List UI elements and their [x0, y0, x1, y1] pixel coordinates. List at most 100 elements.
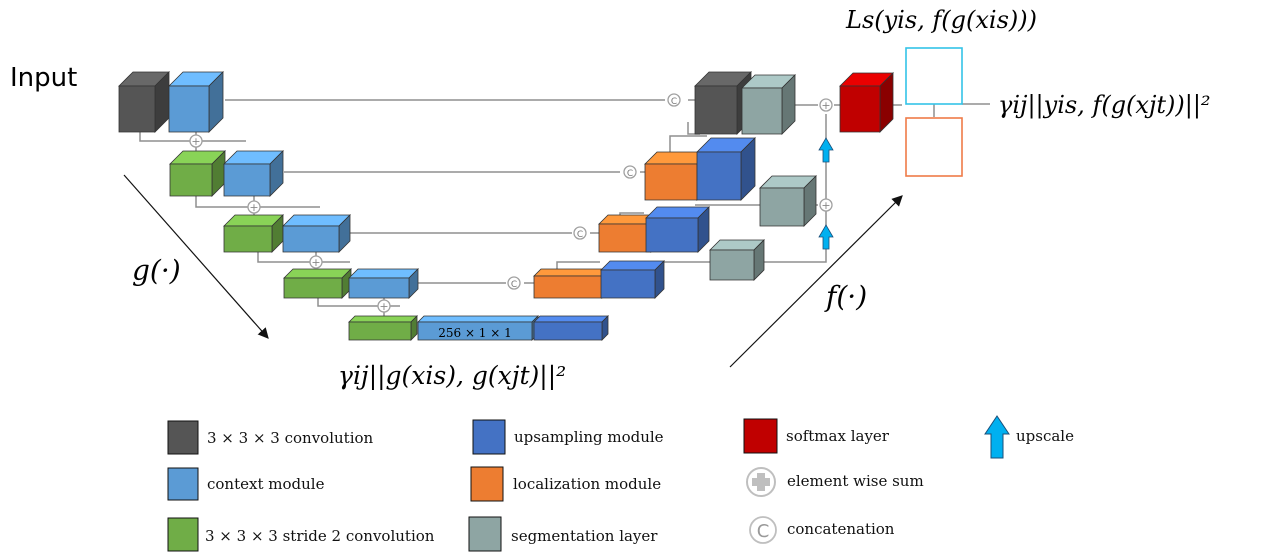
up-arrow-icon: [984, 415, 1010, 459]
sum-icon: +: [309, 255, 323, 269]
input-label: Input: [10, 63, 77, 93]
legend-label-stride: 3 × 3 × 3 stride 2 convolution: [205, 527, 435, 545]
context-block-3-top: [282, 214, 351, 227]
svg-text:+: +: [821, 199, 830, 212]
bottleneck-context-block-top: [417, 315, 539, 323]
input-conv-block-front: [118, 85, 156, 133]
concat-icon: C: [623, 165, 637, 179]
svg-text:C: C: [627, 169, 633, 179]
segmentation-block-2-front: [709, 249, 755, 281]
context-block-3-front: [282, 225, 340, 253]
localization-block-1-top: [533, 268, 610, 277]
softmax-swatch-icon: [743, 418, 778, 454]
upsampling-block-2: [600, 260, 665, 299]
conv-swatch-icon: [167, 420, 199, 455]
upsampling-block-1-front: [533, 321, 603, 341]
legend: 3 × 3 × 3 convolution context module 3 ×…: [167, 415, 1074, 552]
svg-text:+: +: [379, 300, 388, 313]
context-block-2-front: [223, 163, 271, 197]
localization-block-2-front: [598, 223, 652, 253]
upsampling-swatch-icon: [472, 419, 506, 455]
softmax-block-front: [839, 85, 881, 133]
concat-icon: C: [573, 226, 587, 240]
encoder-arrow: [123, 174, 269, 339]
upsampling-block-3-front: [645, 217, 699, 253]
upscale-icon: [818, 224, 834, 250]
stride-conv-block-1-front: [169, 163, 213, 197]
legend-label-context: context module: [207, 475, 325, 493]
output-source-box: [905, 47, 963, 105]
svg-text:C: C: [577, 230, 583, 240]
stride-conv-block-4-top: [348, 315, 418, 323]
upsampling-block-4: [696, 137, 756, 201]
encoder-function-label: g(·): [132, 254, 181, 287]
segmentation-block-2: [709, 239, 765, 281]
legend-label-segmentation: segmentation layer: [511, 527, 658, 545]
stride-conv-block-3: [283, 268, 352, 299]
svg-text:+: +: [191, 135, 200, 148]
prediction-consistency-loss: γij||yis, f(g(xjt))||²: [998, 91, 1211, 120]
legend-label-localization: localization module: [513, 475, 661, 493]
svg-text:C: C: [671, 97, 677, 107]
segmentation-block-1: [759, 175, 817, 227]
localization-swatch-icon: [470, 466, 504, 502]
upsampling-block-2-front: [600, 269, 656, 299]
stride-conv-block-2: [223, 214, 284, 253]
legend-label-softmax: softmax layer: [786, 427, 890, 445]
supervised-loss: Ls(yis, f(g(xis))): [845, 6, 1037, 34]
stride-conv-block-4: [348, 315, 418, 341]
segmentation-block-3-front: [741, 87, 783, 135]
output-conv-block-front: [694, 85, 738, 135]
upsampling-block-3: [645, 206, 710, 253]
sum-icon: +: [819, 198, 833, 212]
upscale-icon: [818, 137, 834, 163]
concat-icon: C: [667, 93, 681, 107]
feature-consistency-loss: γij||g(xis), g(xjt)||²: [338, 361, 566, 391]
svg-text:C: C: [511, 280, 517, 290]
decoder-function-label: f(·): [824, 280, 867, 313]
segmentation-block-3: [741, 74, 796, 135]
localization-block-1-front: [533, 275, 603, 299]
decoder-arrow: [729, 195, 903, 368]
segmentation-swatch-icon: [468, 516, 502, 552]
stride-conv-block-3-top: [283, 268, 352, 279]
context-block-2: [223, 150, 284, 197]
upscale-arrows: [818, 137, 834, 250]
svg-text:+: +: [249, 201, 258, 214]
context-block-4-front: [348, 277, 410, 299]
stride-conv-block-1: [169, 150, 226, 197]
sum-icon: +: [377, 299, 391, 313]
bottleneck-context-block-front: [417, 321, 533, 341]
stride-conv-block-3-front: [283, 277, 343, 299]
upsampling-block-1: [533, 315, 609, 341]
localization-block-1: [533, 268, 610, 299]
svg-text:+: +: [821, 99, 830, 112]
c-circle-icon: C: [749, 516, 777, 544]
legend-label-concat: concatenation: [787, 520, 895, 538]
context-block-4: [348, 268, 419, 299]
stride-conv-block-2-front: [223, 225, 273, 253]
stride-swatch-icon: [167, 517, 199, 552]
svg-text:+: +: [311, 256, 320, 269]
bottleneck-label: 256 × 1 × 1: [438, 326, 512, 340]
sum-icon: +: [189, 134, 203, 148]
network-blocks: [118, 71, 894, 341]
bottleneck-context-block: [417, 315, 539, 341]
upsampling-block-1-top: [533, 315, 609, 323]
sum-icon: +: [247, 200, 261, 214]
sum-icon: +: [819, 98, 833, 112]
sum-markers: + + + + + +: [189, 98, 833, 313]
upsampling-block-2-top: [600, 260, 665, 271]
segmentation-block-1-front: [759, 187, 805, 227]
softmax-block: [839, 72, 894, 133]
legend-label-upscale: upscale: [1016, 427, 1074, 445]
upsampling-block-4-front: [696, 151, 742, 201]
context-block-4-top: [348, 268, 419, 279]
legend-label-sum: element wise sum: [787, 472, 924, 490]
concat-markers: C C C C: [507, 93, 681, 290]
localization-block-3-front: [644, 163, 698, 201]
legend-label-upsampling: upsampling module: [514, 428, 664, 446]
context-block-1: [168, 71, 224, 133]
input-conv-block: [118, 71, 170, 133]
